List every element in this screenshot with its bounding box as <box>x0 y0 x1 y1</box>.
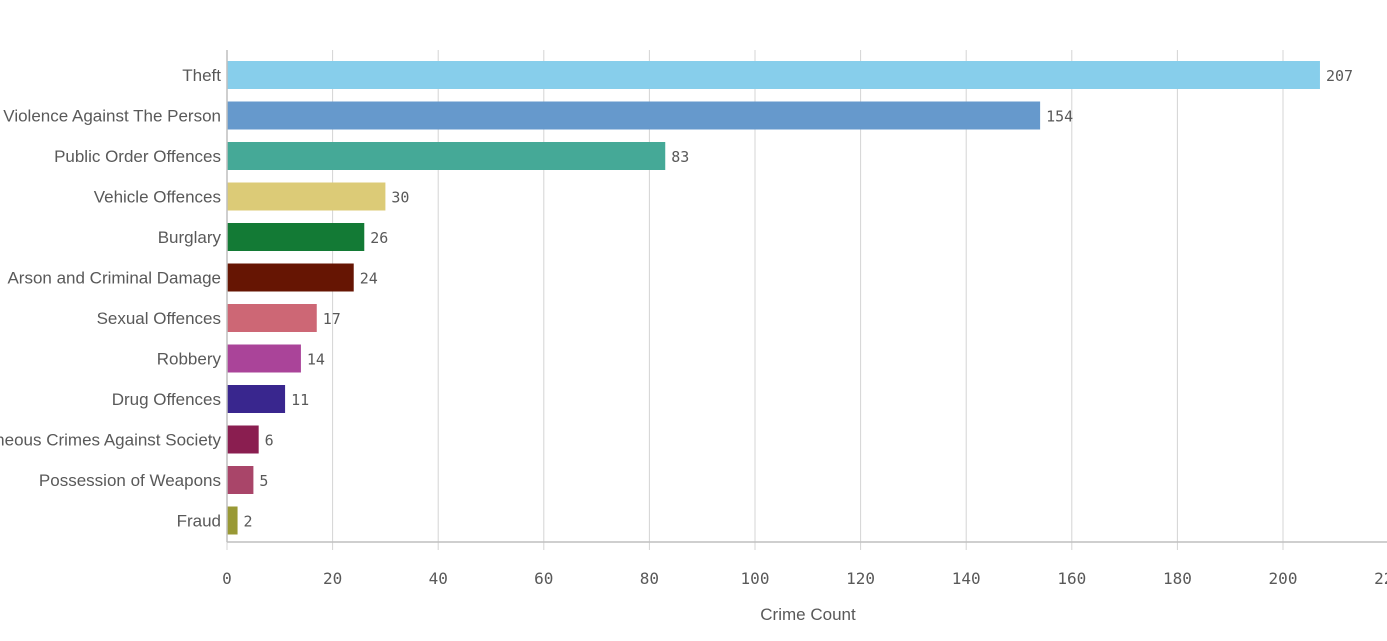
category-label: Miscellaneous Crimes Against Society <box>0 431 221 450</box>
bar-vehicle-offences[interactable] <box>227 182 386 211</box>
bar-robbery[interactable] <box>227 344 301 373</box>
bar-possession-of-weapons[interactable] <box>227 466 254 494</box>
x-tick-label: 220 <box>1374 569 1387 588</box>
value-label: 30 <box>391 189 409 207</box>
category-label: Violence Against The Person <box>3 107 221 126</box>
bar-public-order-offences[interactable] <box>227 142 666 170</box>
value-label: 26 <box>370 229 388 247</box>
value-label: 207 <box>1326 67 1353 85</box>
bar-drug-offences[interactable] <box>227 385 286 413</box>
bar-sexual-offences[interactable] <box>227 304 317 332</box>
x-tick-label: 160 <box>1057 569 1086 588</box>
category-label: Burglary <box>158 228 222 247</box>
bar-arson-and-criminal-damage[interactable] <box>227 263 354 292</box>
value-label: 17 <box>323 310 341 328</box>
x-axis-title: Crime Count <box>760 605 856 624</box>
category-label: Drug Offences <box>112 390 221 409</box>
x-tick-label: 20 <box>323 569 342 588</box>
category-label: Sexual Offences <box>97 309 221 328</box>
value-label: 154 <box>1046 108 1073 126</box>
value-label: 24 <box>360 270 378 288</box>
bar-miscellaneous-crimes-against-society[interactable] <box>227 425 259 454</box>
axes <box>226 50 1387 543</box>
category-label: Robbery <box>157 350 222 369</box>
category-label: Arson and Criminal Damage <box>7 269 221 288</box>
bars <box>227 61 1320 535</box>
category-label: Fraud <box>177 512 221 531</box>
value-label: 83 <box>671 148 689 166</box>
value-label: 11 <box>291 391 309 409</box>
category-label: Theft <box>182 66 221 85</box>
value-label: 14 <box>307 351 325 369</box>
bar-burglary[interactable] <box>227 223 365 251</box>
x-tick-label: 200 <box>1269 569 1298 588</box>
category-label: Public Order Offences <box>54 147 221 166</box>
x-tick-label: 60 <box>534 569 553 588</box>
x-tick-label: 140 <box>952 569 981 588</box>
value-label: 5 <box>259 472 268 490</box>
x-tick-label: 100 <box>741 569 770 588</box>
labels: 0 20 40 60 80 100 120 140 160 180 200 220 Theft 207 Vi… <box>0 66 1387 588</box>
category-label: Possession of Weapons <box>39 471 221 490</box>
bar-violence-against-the-person[interactable] <box>227 101 1041 130</box>
x-tick-label: 120 <box>846 569 875 588</box>
x-tick-label: 0 <box>222 569 232 588</box>
value-label: 6 <box>265 432 274 450</box>
x-tick-label: 80 <box>640 569 659 588</box>
value-label: 2 <box>244 513 253 531</box>
bar-theft[interactable] <box>227 61 1320 89</box>
x-tick-label: 180 <box>1163 569 1192 588</box>
category-label: Vehicle Offences <box>94 188 221 207</box>
x-tick-label: 40 <box>429 569 448 588</box>
gridlines <box>226 50 1284 550</box>
bar-fraud[interactable] <box>227 506 238 535</box>
